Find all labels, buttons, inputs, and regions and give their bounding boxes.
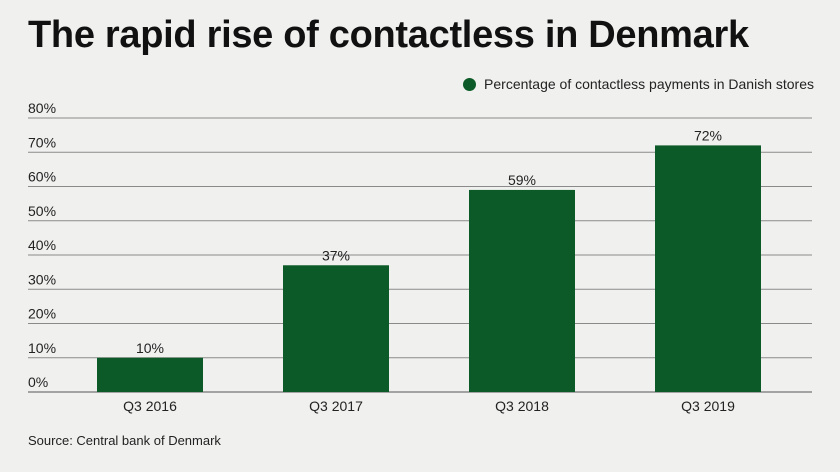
chart-title: The rapid rise of contactless in Denmark — [28, 14, 749, 56]
y-tick-label: 50% — [28, 203, 56, 219]
bar — [469, 189, 575, 392]
y-tick-label: 80% — [28, 100, 56, 116]
source-note: Source: Central bank of Denmark — [28, 433, 221, 448]
y-tick-label: 60% — [28, 169, 56, 185]
x-tick-label: Q3 2016 — [123, 398, 177, 414]
data-label: 37% — [322, 247, 350, 263]
y-tick-label: 0% — [28, 374, 48, 390]
y-tick-label: 40% — [28, 237, 56, 253]
x-tick-label: Q3 2019 — [681, 398, 735, 414]
x-tick-label: Q3 2018 — [495, 398, 549, 414]
legend-label: Percentage of contactless payments in Da… — [484, 76, 814, 92]
legend: Percentage of contactless payments in Da… — [463, 76, 814, 92]
y-tick-label: 20% — [28, 306, 56, 322]
legend-swatch — [463, 77, 477, 91]
bar — [283, 265, 389, 392]
x-tick-label: Q3 2017 — [309, 398, 363, 414]
data-label: 10% — [136, 340, 164, 356]
bar — [655, 145, 761, 392]
y-tick-label: 70% — [28, 134, 56, 150]
y-tick-label: 10% — [28, 340, 56, 356]
y-tick-label: 30% — [28, 271, 56, 287]
bar — [97, 357, 203, 392]
data-label: 59% — [508, 172, 536, 188]
data-label: 72% — [694, 127, 722, 143]
